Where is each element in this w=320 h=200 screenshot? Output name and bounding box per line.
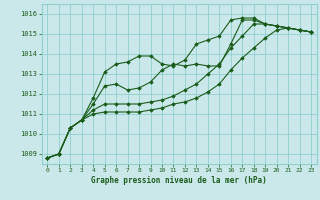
X-axis label: Graphe pression niveau de la mer (hPa): Graphe pression niveau de la mer (hPa) — [91, 176, 267, 185]
